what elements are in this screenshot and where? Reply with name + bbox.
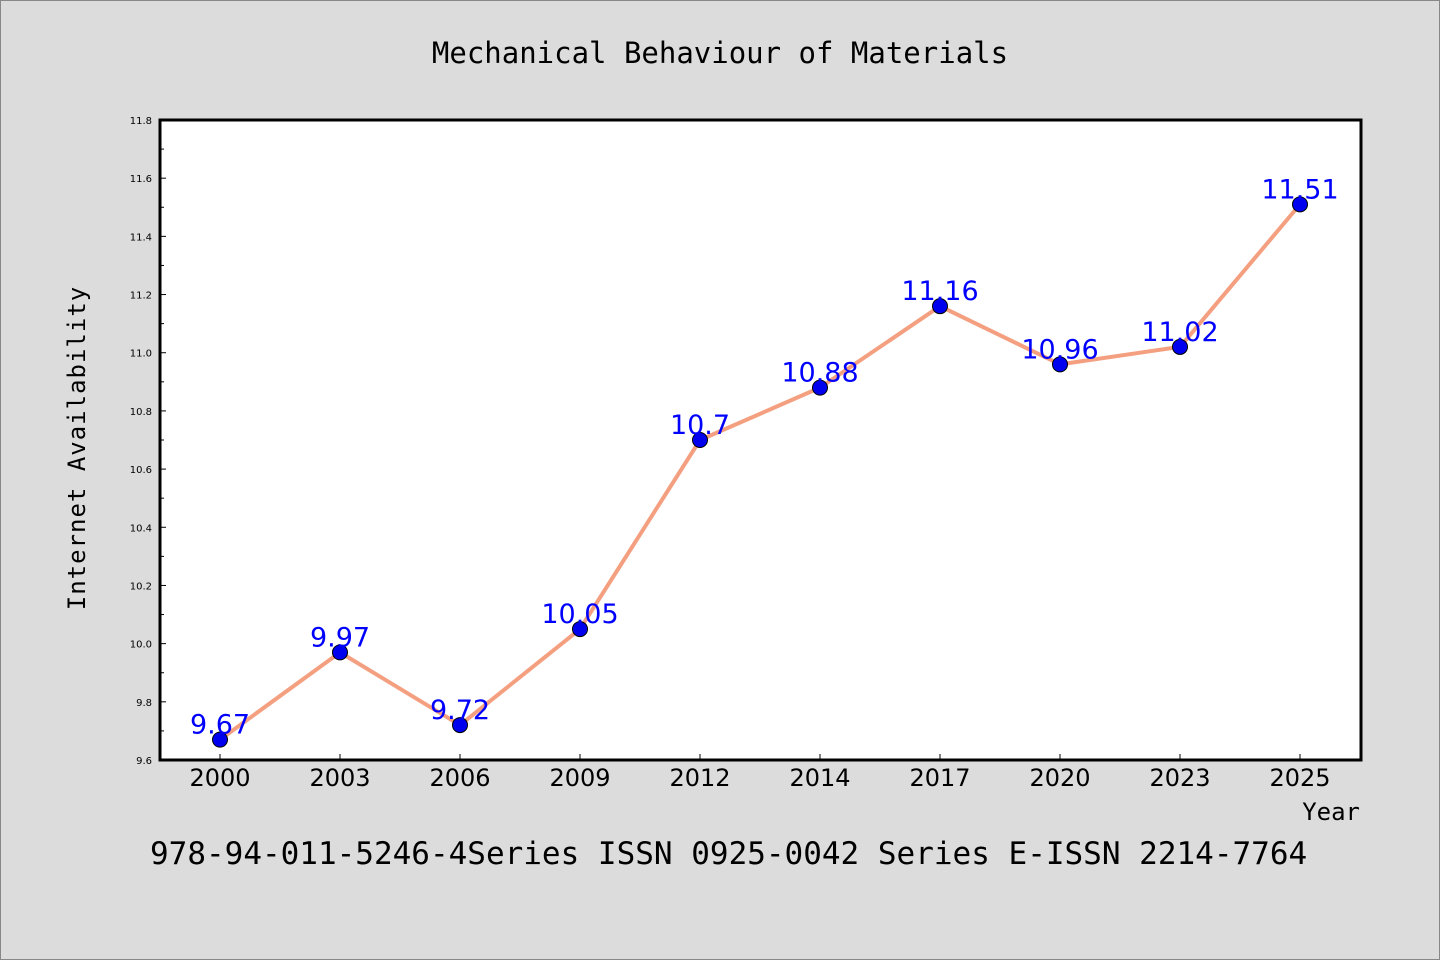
- data-label: 11.02: [1141, 317, 1218, 348]
- data-label: 10.96: [1021, 334, 1098, 365]
- data-label: 9.67: [190, 710, 250, 741]
- x-tick-label: 2012: [669, 764, 730, 792]
- x-tick-label: 2017: [909, 764, 970, 792]
- data-point-marker: [1052, 356, 1068, 373]
- y-tick-label: 11.0: [130, 349, 152, 360]
- data-point-marker: [692, 432, 708, 448]
- y-tick-label: 9.8: [136, 698, 152, 709]
- data-point-marker: [572, 621, 588, 638]
- y-tick-label: 10.8: [130, 407, 152, 418]
- series-line: [218, 203, 1302, 742]
- x-tick-label: 2000: [189, 764, 250, 792]
- data-point-marker: [332, 644, 348, 661]
- data-label: 10.88: [781, 358, 858, 389]
- y-tick-label: 10.0: [130, 640, 152, 651]
- x-tick-label: 2014: [789, 764, 850, 792]
- data-label: 10.05: [541, 599, 618, 630]
- y-tick-label: 10.4: [130, 523, 152, 534]
- chart-title: Mechanical Behaviour of Materials: [432, 36, 1008, 70]
- x-tick-label: 2009: [549, 764, 610, 792]
- data-label: 10.7: [670, 410, 730, 441]
- data-label: 11.16: [901, 276, 978, 307]
- data-label: 11.51: [1261, 174, 1338, 205]
- y-axis-label: Internet Availability: [63, 286, 91, 610]
- plot-area: [158, 118, 1363, 762]
- data-point-marker: [1172, 338, 1188, 355]
- data-point-marker: [932, 298, 948, 315]
- data-labels: 9.67 9.97 9.72 10.05 10.7 10.88 11.16 10.96 11.0…: [190, 174, 1339, 740]
- y-tick-label: 10.6: [130, 465, 152, 476]
- x-tick-label: 2003: [309, 764, 370, 792]
- x-axis: 2000 2003 2006 2009 2012 2014 2017 2020 2023 2025: [189, 754, 1331, 792]
- x-tick-label: 2025: [1269, 764, 1330, 792]
- x-axis-label: Year: [1302, 798, 1360, 826]
- data-label: 9.72: [430, 695, 490, 726]
- x-tick-label: 2020: [1029, 764, 1090, 792]
- y-tick-label: 11.4: [130, 232, 152, 243]
- y-tick-label: 9.6: [136, 756, 152, 767]
- y-tick-label: 11.6: [130, 174, 152, 185]
- data-label: 9.97: [310, 622, 370, 653]
- data-point-marker: [1292, 196, 1308, 213]
- data-point-marker: [212, 731, 228, 748]
- data-markers: [212, 196, 1308, 748]
- data-point-marker: [452, 717, 468, 734]
- y-tick-label: 11.2: [130, 291, 152, 302]
- x-tick-label: 2006: [429, 764, 490, 792]
- y-tick-label: 10.2: [130, 581, 152, 592]
- x-tick-label: 2023: [1149, 764, 1210, 792]
- series-polyline: [218, 203, 1302, 742]
- y-tick-label: 11.8: [130, 116, 152, 127]
- y-axis: 9.6 9.8 10.0 10.2 10.4 10.6 10.8 11.0 11.2 11.4 11…: [130, 116, 166, 767]
- data-point-marker: [812, 379, 828, 396]
- isbn-caption: 978-94-011-5246-4Series ISSN 0925-0042 S…: [150, 836, 1307, 872]
